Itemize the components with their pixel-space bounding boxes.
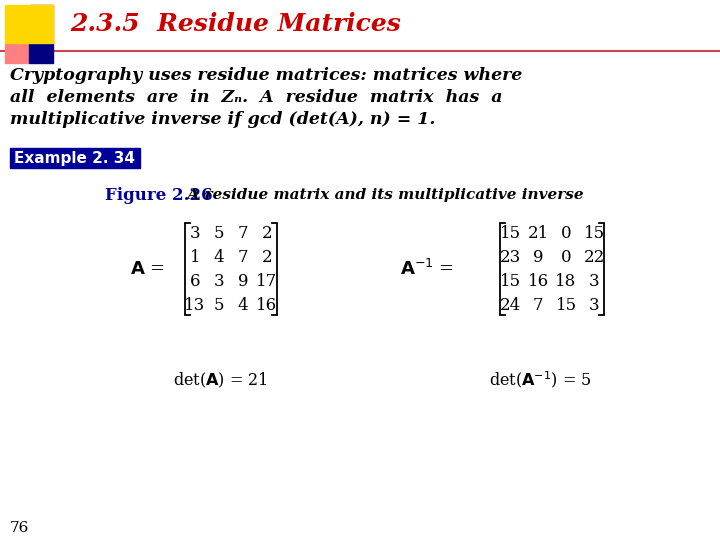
Text: 22: 22 bbox=[583, 248, 605, 266]
Text: Example 2. 34: Example 2. 34 bbox=[14, 151, 135, 165]
Bar bbox=[30, 5, 53, 43]
Text: 7: 7 bbox=[238, 225, 248, 241]
Text: 3: 3 bbox=[589, 296, 599, 314]
Text: 6: 6 bbox=[190, 273, 200, 289]
Text: 21: 21 bbox=[527, 225, 549, 241]
Bar bbox=[5, 43, 29, 63]
Text: 0: 0 bbox=[561, 248, 571, 266]
Text: 15: 15 bbox=[500, 225, 521, 241]
Text: 7: 7 bbox=[238, 248, 248, 266]
Text: 2: 2 bbox=[261, 248, 272, 266]
Text: 7: 7 bbox=[533, 296, 544, 314]
Text: 0: 0 bbox=[561, 225, 571, 241]
Text: 76: 76 bbox=[10, 521, 30, 535]
Text: all  elements  are  in  Zₙ.  A  residue  matrix  has  a: all elements are in Zₙ. A residue matrix… bbox=[10, 89, 503, 105]
Text: 3: 3 bbox=[589, 273, 599, 289]
Text: 16: 16 bbox=[528, 273, 549, 289]
Text: 2.3.5  Residue Matrices: 2.3.5 Residue Matrices bbox=[70, 12, 401, 36]
Text: 2: 2 bbox=[261, 225, 272, 241]
Text: 15: 15 bbox=[500, 273, 521, 289]
Text: 4: 4 bbox=[214, 248, 225, 266]
Text: det($\mathbf{A}^{-1}$) = 5: det($\mathbf{A}^{-1}$) = 5 bbox=[489, 369, 591, 390]
Text: 1: 1 bbox=[189, 248, 200, 266]
Text: 15: 15 bbox=[555, 296, 577, 314]
Text: 3: 3 bbox=[214, 273, 225, 289]
Text: 15: 15 bbox=[583, 225, 605, 241]
Bar bbox=[5, 5, 53, 43]
Text: 3: 3 bbox=[189, 225, 200, 241]
Text: A residue matrix and its multiplicative inverse: A residue matrix and its multiplicative … bbox=[177, 188, 584, 202]
Text: 17: 17 bbox=[256, 273, 278, 289]
Bar bbox=[29, 43, 53, 63]
Bar bbox=[10, 148, 140, 168]
Text: 5: 5 bbox=[214, 296, 224, 314]
Text: det($\mathbf{A}$) = 21: det($\mathbf{A}$) = 21 bbox=[173, 370, 267, 390]
Text: multiplicative inverse if gcd (det(A), n) = 1.: multiplicative inverse if gcd (det(A), n… bbox=[10, 111, 436, 127]
Text: $\mathbf{A}^{-1}$ =: $\mathbf{A}^{-1}$ = bbox=[400, 259, 454, 279]
Text: 4: 4 bbox=[238, 296, 248, 314]
Text: 5: 5 bbox=[214, 225, 224, 241]
Text: Cryptography uses residue matrices: matrices where: Cryptography uses residue matrices: matr… bbox=[10, 66, 522, 84]
Text: 23: 23 bbox=[500, 248, 521, 266]
Text: 9: 9 bbox=[238, 273, 248, 289]
Text: 18: 18 bbox=[555, 273, 577, 289]
Text: 13: 13 bbox=[184, 296, 206, 314]
Text: 24: 24 bbox=[500, 296, 521, 314]
Text: 16: 16 bbox=[256, 296, 278, 314]
Text: Figure 2.26: Figure 2.26 bbox=[105, 186, 212, 204]
Text: $\mathbf{A}$ =: $\mathbf{A}$ = bbox=[130, 260, 165, 278]
Text: 9: 9 bbox=[533, 248, 544, 266]
